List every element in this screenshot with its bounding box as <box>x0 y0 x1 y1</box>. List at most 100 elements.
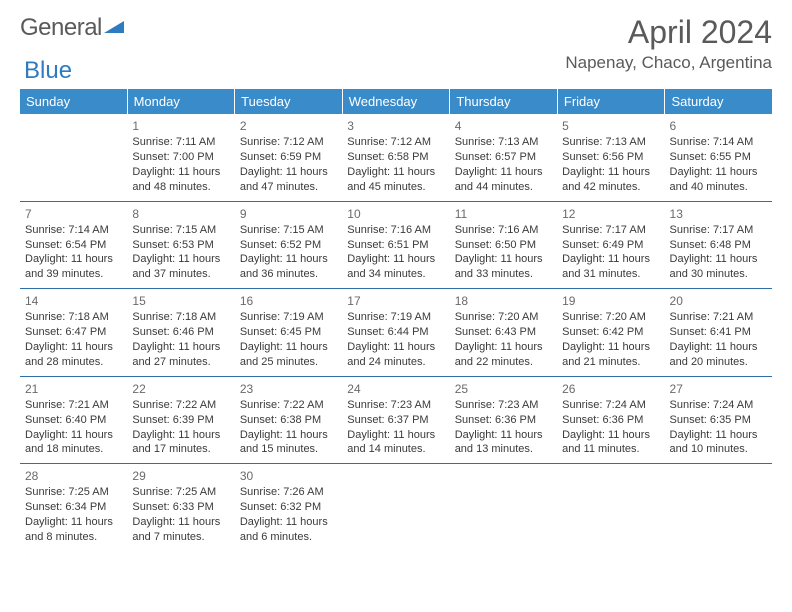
empty-cell <box>450 464 557 551</box>
day-cell: 15Sunrise: 7:18 AMSunset: 6:46 PMDayligh… <box>127 289 234 376</box>
sunrise-text: Sunrise: 7:24 AM <box>670 398 767 413</box>
sunset-text: Sunset: 6:47 PM <box>25 325 122 340</box>
sunrise-text: Sunrise: 7:11 AM <box>132 135 229 150</box>
logo-triangle-icon <box>104 19 124 37</box>
day-header: Thursday <box>450 89 558 114</box>
dl2-text: and 11 minutes. <box>562 442 659 457</box>
day-cell: 29Sunrise: 7:25 AMSunset: 6:33 PMDayligh… <box>127 464 234 551</box>
sunset-text: Sunset: 6:49 PM <box>562 238 659 253</box>
dl1-text: Daylight: 11 hours <box>132 428 229 443</box>
day-cell: 20Sunrise: 7:21 AMSunset: 6:41 PMDayligh… <box>665 289 772 376</box>
day-cell: 5Sunrise: 7:13 AMSunset: 6:56 PMDaylight… <box>557 114 664 201</box>
day-cell: 8Sunrise: 7:15 AMSunset: 6:53 PMDaylight… <box>127 202 234 289</box>
dl2-text: and 33 minutes. <box>455 267 552 282</box>
dl2-text: and 18 minutes. <box>25 442 122 457</box>
day-number: 17 <box>347 293 444 309</box>
dl1-text: Daylight: 11 hours <box>132 340 229 355</box>
sunset-text: Sunset: 6:32 PM <box>240 500 337 515</box>
weeks-container: 1Sunrise: 7:11 AMSunset: 7:00 PMDaylight… <box>20 114 772 551</box>
day-cell: 24Sunrise: 7:23 AMSunset: 6:37 PMDayligh… <box>342 377 449 464</box>
day-header: Tuesday <box>235 89 343 114</box>
sunrise-text: Sunrise: 7:15 AM <box>240 223 337 238</box>
dl2-text: and 39 minutes. <box>25 267 122 282</box>
day-cell: 4Sunrise: 7:13 AMSunset: 6:57 PMDaylight… <box>450 114 557 201</box>
empty-cell <box>665 464 772 551</box>
sunset-text: Sunset: 6:57 PM <box>455 150 552 165</box>
day-cell: 9Sunrise: 7:15 AMSunset: 6:52 PMDaylight… <box>235 202 342 289</box>
dl1-text: Daylight: 11 hours <box>347 252 444 267</box>
sunset-text: Sunset: 6:46 PM <box>132 325 229 340</box>
dl2-text: and 8 minutes. <box>25 530 122 545</box>
day-number: 11 <box>455 206 552 222</box>
day-number: 20 <box>670 293 767 309</box>
week-row: 1Sunrise: 7:11 AMSunset: 7:00 PMDaylight… <box>20 114 772 202</box>
day-cell: 25Sunrise: 7:23 AMSunset: 6:36 PMDayligh… <box>450 377 557 464</box>
day-number: 30 <box>240 468 337 484</box>
sunset-text: Sunset: 6:38 PM <box>240 413 337 428</box>
day-number: 24 <box>347 381 444 397</box>
dl2-text: and 34 minutes. <box>347 267 444 282</box>
sunset-text: Sunset: 6:44 PM <box>347 325 444 340</box>
dl1-text: Daylight: 11 hours <box>347 340 444 355</box>
sunrise-text: Sunrise: 7:12 AM <box>240 135 337 150</box>
day-number: 21 <box>25 381 122 397</box>
sunrise-text: Sunrise: 7:23 AM <box>347 398 444 413</box>
empty-cell <box>20 114 127 201</box>
day-cell: 13Sunrise: 7:17 AMSunset: 6:48 PMDayligh… <box>665 202 772 289</box>
sunrise-text: Sunrise: 7:17 AM <box>562 223 659 238</box>
day-cell: 21Sunrise: 7:21 AMSunset: 6:40 PMDayligh… <box>20 377 127 464</box>
dl2-text: and 44 minutes. <box>455 180 552 195</box>
dl1-text: Daylight: 11 hours <box>25 252 122 267</box>
sunset-text: Sunset: 6:53 PM <box>132 238 229 253</box>
sunset-text: Sunset: 6:42 PM <box>562 325 659 340</box>
day-cell: 19Sunrise: 7:20 AMSunset: 6:42 PMDayligh… <box>557 289 664 376</box>
dl1-text: Daylight: 11 hours <box>25 340 122 355</box>
day-header: Wednesday <box>343 89 451 114</box>
sunset-text: Sunset: 6:40 PM <box>25 413 122 428</box>
day-cell: 23Sunrise: 7:22 AMSunset: 6:38 PMDayligh… <box>235 377 342 464</box>
dl2-text: and 30 minutes. <box>670 267 767 282</box>
sunset-text: Sunset: 6:50 PM <box>455 238 552 253</box>
day-cell: 22Sunrise: 7:22 AMSunset: 6:39 PMDayligh… <box>127 377 234 464</box>
sunrise-text: Sunrise: 7:18 AM <box>25 310 122 325</box>
sunset-text: Sunset: 6:34 PM <box>25 500 122 515</box>
dl1-text: Daylight: 11 hours <box>132 252 229 267</box>
dl1-text: Daylight: 11 hours <box>240 252 337 267</box>
day-number: 15 <box>132 293 229 309</box>
dl2-text: and 25 minutes. <box>240 355 337 370</box>
dl2-text: and 36 minutes. <box>240 267 337 282</box>
day-cell: 10Sunrise: 7:16 AMSunset: 6:51 PMDayligh… <box>342 202 449 289</box>
day-cell: 1Sunrise: 7:11 AMSunset: 7:00 PMDaylight… <box>127 114 234 201</box>
sunset-text: Sunset: 6:52 PM <box>240 238 337 253</box>
dl2-text: and 13 minutes. <box>455 442 552 457</box>
dl1-text: Daylight: 11 hours <box>132 515 229 530</box>
day-number: 28 <box>25 468 122 484</box>
sunrise-text: Sunrise: 7:18 AM <box>132 310 229 325</box>
empty-cell <box>557 464 664 551</box>
day-cell: 14Sunrise: 7:18 AMSunset: 6:47 PMDayligh… <box>20 289 127 376</box>
sunrise-text: Sunrise: 7:17 AM <box>670 223 767 238</box>
day-header-row: SundayMondayTuesdayWednesdayThursdayFrid… <box>20 89 772 114</box>
dl1-text: Daylight: 11 hours <box>347 165 444 180</box>
sunrise-text: Sunrise: 7:20 AM <box>455 310 552 325</box>
sunrise-text: Sunrise: 7:26 AM <box>240 485 337 500</box>
day-number: 10 <box>347 206 444 222</box>
day-number: 1 <box>132 118 229 134</box>
sunrise-text: Sunrise: 7:13 AM <box>562 135 659 150</box>
sunrise-text: Sunrise: 7:19 AM <box>240 310 337 325</box>
sunset-text: Sunset: 6:41 PM <box>670 325 767 340</box>
dl1-text: Daylight: 11 hours <box>455 252 552 267</box>
day-cell: 27Sunrise: 7:24 AMSunset: 6:35 PMDayligh… <box>665 377 772 464</box>
sunrise-text: Sunrise: 7:14 AM <box>25 223 122 238</box>
dl2-text: and 6 minutes. <box>240 530 337 545</box>
week-row: 28Sunrise: 7:25 AMSunset: 6:34 PMDayligh… <box>20 464 772 551</box>
day-number: 29 <box>132 468 229 484</box>
day-number: 7 <box>25 206 122 222</box>
logo-text-2: Blue <box>24 57 72 84</box>
day-number: 26 <box>562 381 659 397</box>
dl1-text: Daylight: 11 hours <box>347 428 444 443</box>
sunrise-text: Sunrise: 7:23 AM <box>455 398 552 413</box>
day-cell: 30Sunrise: 7:26 AMSunset: 6:32 PMDayligh… <box>235 464 342 551</box>
day-number: 8 <box>132 206 229 222</box>
dl1-text: Daylight: 11 hours <box>562 340 659 355</box>
